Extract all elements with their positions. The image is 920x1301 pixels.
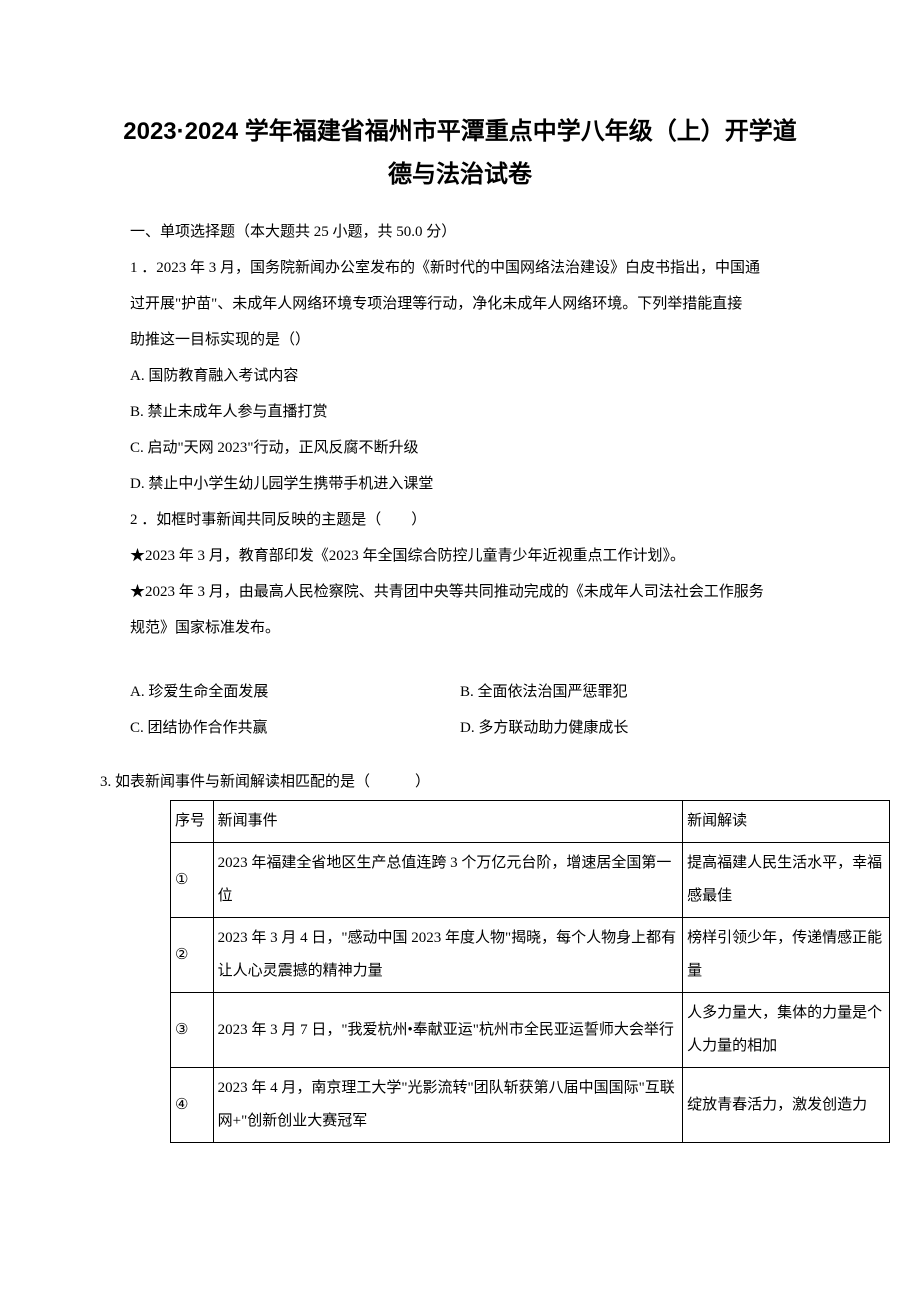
q1-option-c: C. 启动"天网 2023"行动，正风反腐不断升级 bbox=[100, 430, 820, 466]
q2-option-a: A. 珍爱生命全面发展 bbox=[100, 674, 460, 710]
row-read: 榜样引领少年，传递情感正能量 bbox=[683, 918, 890, 993]
row-read: 提高福建人民生活水平，幸福感最佳 bbox=[683, 843, 890, 918]
row-event: 2023 年 4 月，南京理工大学"光影流转"团队斩获第八届中国国际"互联网+"… bbox=[213, 1068, 682, 1143]
table-header-row: 序号 新闻事件 新闻解读 bbox=[171, 801, 890, 843]
row-event: 2023 年 3 月 4 日，"感动中国 2023 年度人物"揭晓，每个人物身上… bbox=[213, 918, 682, 993]
row-read: 绽放青春活力，激发创造力 bbox=[683, 1068, 890, 1143]
title-line-2: 德与法治试卷 bbox=[388, 161, 532, 188]
q1-option-d: D. 禁止中小学生幼儿园学生携带手机进入课堂 bbox=[100, 466, 820, 502]
row-index: ② bbox=[171, 918, 214, 993]
row-index: ④ bbox=[171, 1068, 214, 1143]
q2-options-row-2: C. 团结协作合作共赢 D. 多方联动助力健康成长 bbox=[100, 710, 820, 746]
row-event: 2023 年福建全省地区生产总值连跨 3 个万亿元台阶，增速居全国第一位 bbox=[213, 843, 682, 918]
q1-stem-line-1: 1 ．2023 年 3 月，国务院新闻办公室发布的《新时代的中国网络法治建设》白… bbox=[100, 250, 820, 286]
exam-title: 2023·2024 学年福建省福州市平潭重点中学八年级（上）开学道 德与法治试卷 bbox=[100, 110, 820, 196]
q2-news-item-1: ★2023 年 3 月，教育部印发《2023 年全国综合防控儿童青少年近视重点工… bbox=[100, 538, 820, 574]
q1-stem-line-3: 助推这一目标实现的是（） bbox=[100, 322, 820, 358]
header-event: 新闻事件 bbox=[213, 801, 682, 843]
q2-news-item-2-line-1: ★2023 年 3 月，由最高人民检察院、共青团中央等共同推动完成的《未成年人司… bbox=[100, 574, 820, 610]
q2-options-row-1: A. 珍爱生命全面发展 B. 全面依法治国严惩罪犯 bbox=[100, 674, 820, 710]
exam-page: 2023·2024 学年福建省福州市平潭重点中学八年级（上）开学道 德与法治试卷… bbox=[0, 0, 920, 1301]
q1-option-b: B. 禁止未成年人参与直播打赏 bbox=[100, 394, 820, 430]
q2-option-c: C. 团结协作合作共赢 bbox=[100, 710, 460, 746]
q1-stem-line-2: 过开展"护苗"、未成年人网络环境专项治理等行动，净化未成年人网络环境。下列举措能… bbox=[100, 286, 820, 322]
q2-option-b: B. 全面依法治国严惩罪犯 bbox=[460, 674, 820, 710]
q3-news-table: 序号 新闻事件 新闻解读 ① 2023 年福建全省地区生产总值连跨 3 个万亿元… bbox=[170, 800, 890, 1143]
row-read: 人多力量大，集体的力量是个人力量的相加 bbox=[683, 993, 890, 1068]
header-read: 新闻解读 bbox=[683, 801, 890, 843]
q1-option-a: A. 国防教育融入考试内容 bbox=[100, 358, 820, 394]
q2-news-item-2-line-2: 规范》国家标准发布。 bbox=[100, 610, 820, 646]
row-index: ① bbox=[171, 843, 214, 918]
table-row: ④ 2023 年 4 月，南京理工大学"光影流转"团队斩获第八届中国国际"互联网… bbox=[171, 1068, 890, 1143]
table-row: ③ 2023 年 3 月 7 日，"我爱杭州•奉献亚运"杭州市全民亚运誓师大会举… bbox=[171, 993, 890, 1068]
title-line-1: 2023·2024 学年福建省福州市平潭重点中学八年级（上）开学道 bbox=[123, 118, 796, 145]
spacer bbox=[100, 646, 820, 674]
q2-stem: 2 ．如框时事新闻共同反映的主题是（ ） bbox=[100, 502, 820, 538]
row-event: 2023 年 3 月 7 日，"我爱杭州•奉献亚运"杭州市全民亚运誓师大会举行 bbox=[213, 993, 682, 1068]
row-index: ③ bbox=[171, 993, 214, 1068]
section-1-heading: 一、单项选择题（本大题共 25 小题，共 50.0 分） bbox=[100, 214, 820, 250]
table-row: ① 2023 年福建全省地区生产总值连跨 3 个万亿元台阶，增速居全国第一位 提… bbox=[171, 843, 890, 918]
table-row: ② 2023 年 3 月 4 日，"感动中国 2023 年度人物"揭晓，每个人物… bbox=[171, 918, 890, 993]
q2-option-d: D. 多方联动助力健康成长 bbox=[460, 710, 820, 746]
header-index: 序号 bbox=[171, 801, 214, 843]
q3-stem: 3. 如表新闻事件与新闻解读相匹配的是（ ） bbox=[100, 764, 820, 800]
